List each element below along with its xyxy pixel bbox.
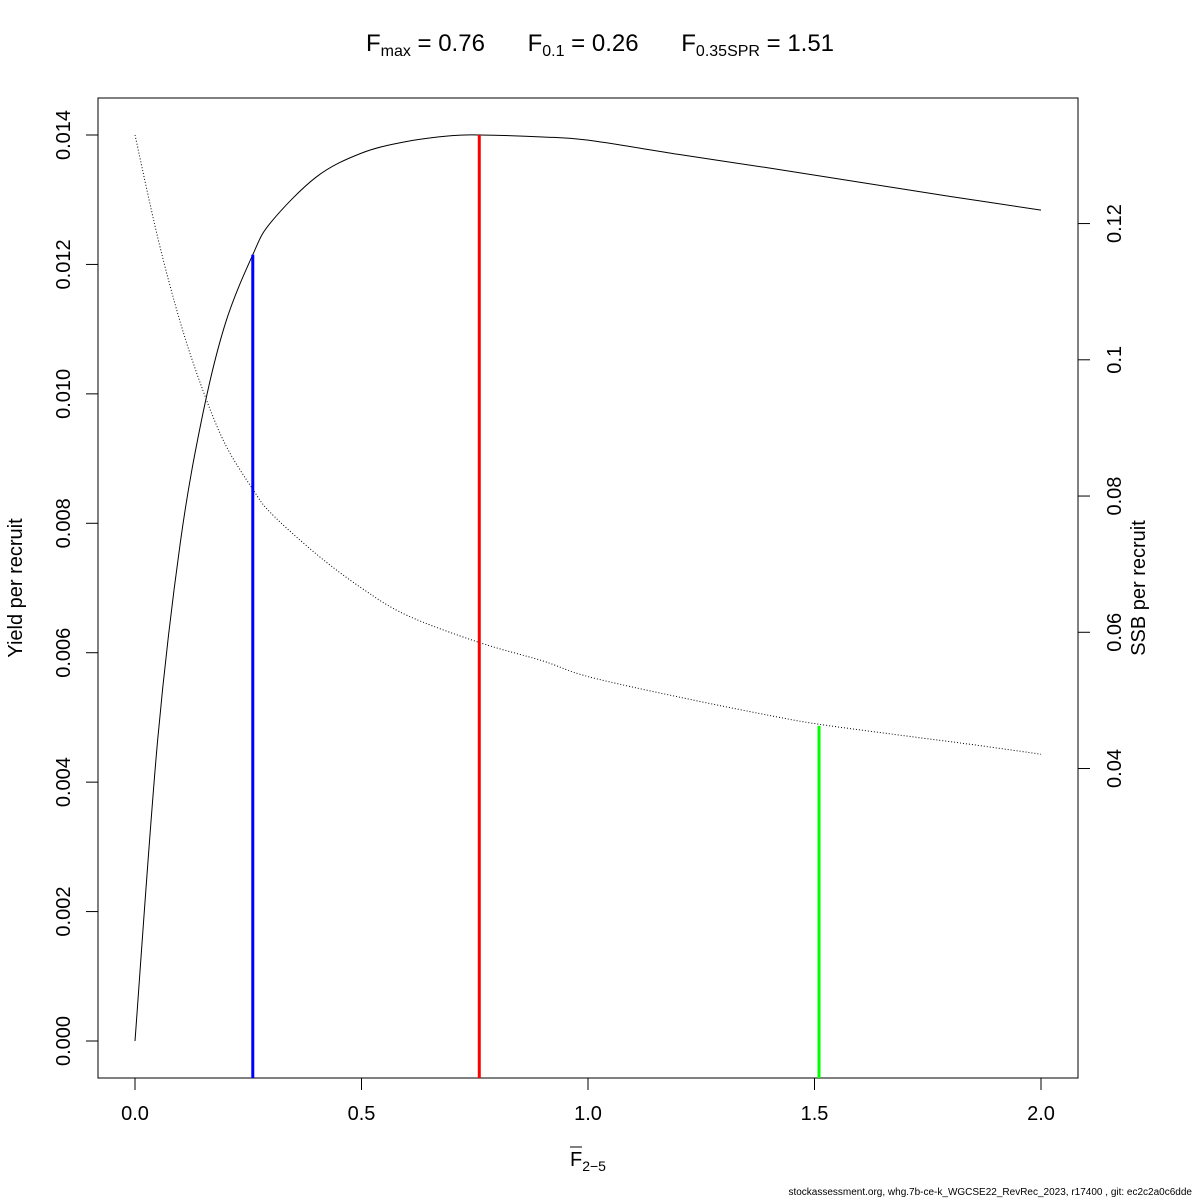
x-axis: 0.0 0.5 1.0 1.5 2.0: [121, 1077, 1055, 1125]
x-axis-label: F2−5: [570, 1149, 606, 1174]
y-left-tick-label: 0.010: [53, 369, 75, 419]
footer-note: stockassessment.org, whg.7b-ce-k_WGCSE22…: [788, 1187, 1192, 1198]
plot-frame: [97, 97, 1079, 1079]
title-term-f01: F0.1 = 0.26: [527, 30, 639, 60]
ssb-per-recruit-line: [134, 134, 1042, 755]
y-left-tick-label: 0.000: [53, 1016, 75, 1066]
x-tick-label: 1.5: [801, 1103, 829, 1125]
y-left-tick-label: 0.006: [53, 628, 75, 678]
y-left-axis-label: Yield per recruit: [5, 518, 27, 658]
y-left-tick-label: 0.002: [53, 887, 75, 937]
y-left-tick-label: 0.004: [53, 757, 75, 807]
y-right-tick-label: 0.08: [1104, 477, 1126, 516]
x-tick-label: 0.0: [121, 1103, 149, 1125]
reference-lines: [251, 135, 821, 1078]
series-layer: [134, 134, 1042, 1042]
y-left-tick-label: 0.008: [53, 498, 75, 548]
y-right-axis: 0.04 0.06 0.08 0.1 0.12: [1077, 204, 1126, 788]
y-right-tick-label: 0.04: [1104, 749, 1126, 788]
y-left-axis: 0.000 0.002 0.004 0.006 0.008 0.010 0.012 0.014: [53, 110, 99, 1066]
y-right-axis-label: SSB per recruit: [1128, 520, 1150, 656]
y-right-tick-label: 0.1: [1104, 346, 1126, 374]
chart-title: Fmax = 0.76 F0.1 = 0.26 F0.35SPR = 1.51: [0, 30, 1200, 61]
x-tick-label: 1.0: [574, 1103, 602, 1125]
title-term-fmax: Fmax = 0.76: [365, 30, 485, 60]
x-tick-label: 2.0: [1027, 1103, 1055, 1125]
y-right-tick-label: 0.06: [1104, 613, 1126, 652]
x-tick-label: 0.5: [348, 1103, 376, 1125]
yield-per-recruit-line: [134, 134, 1042, 1042]
y-right-tick-label: 0.12: [1104, 204, 1126, 243]
y-left-tick-label: 0.012: [53, 239, 75, 289]
title-term-fspr: F0.35SPR = 1.51: [681, 30, 835, 60]
y-left-tick-label: 0.014: [53, 110, 75, 160]
